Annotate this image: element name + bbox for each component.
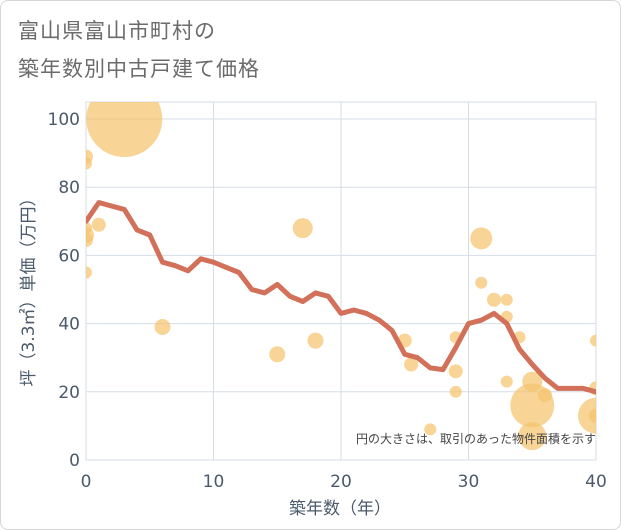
y-tick-label: 40 [58, 315, 80, 335]
x-tick-label: 20 [330, 472, 352, 492]
data-bubble [86, 233, 93, 248]
data-bubble [86, 266, 92, 279]
data-bubble [590, 334, 596, 347]
data-bubble [448, 364, 463, 379]
y-axis-label: 坪（3.3㎡）単価（万円） [19, 189, 39, 386]
data-bubble [449, 385, 462, 398]
x-tick-label: 30 [458, 472, 480, 492]
data-bubble [500, 293, 513, 306]
chart-title-line1: 富山県富山市町村の [18, 19, 216, 43]
data-bubble [470, 227, 493, 250]
data-bubble [86, 157, 92, 170]
x-tick-label: 0 [81, 472, 92, 492]
bubble-layer [86, 102, 596, 451]
y-tick-label: 20 [58, 383, 80, 403]
y-tick-label: 100 [48, 110, 80, 130]
data-bubble [424, 423, 437, 436]
data-bubble [578, 397, 596, 434]
data-bubble [307, 332, 324, 349]
data-bubble [292, 218, 313, 239]
y-tick-label: 80 [58, 178, 80, 198]
size-annotation: 円の大きさは、取引のあった物件面積を示す [356, 431, 596, 446]
data-bubble [91, 217, 106, 232]
data-bubble [154, 319, 171, 336]
y-tick-label: 60 [58, 246, 80, 266]
data-bubble [589, 408, 596, 423]
data-bubble [538, 388, 552, 403]
data-bubble [86, 102, 163, 158]
axes: 0 10 20 30 40 0 20 40 60 80 100 [48, 110, 607, 492]
x-tick-label: 40 [585, 472, 607, 492]
average-price-line [86, 200, 596, 395]
y-tick-label: 0 [69, 451, 80, 471]
x-tick-label: 10 [203, 472, 225, 492]
data-bubble [487, 292, 501, 307]
data-bubble [518, 422, 547, 451]
data-bubble [404, 357, 419, 372]
data-bubble [500, 375, 513, 388]
chart-title-line2: 築年数別中古戸建て価格 [18, 57, 260, 81]
x-axis-label: 築年数（年） [289, 499, 391, 519]
data-bubble [269, 346, 286, 363]
data-bubble [475, 276, 488, 289]
